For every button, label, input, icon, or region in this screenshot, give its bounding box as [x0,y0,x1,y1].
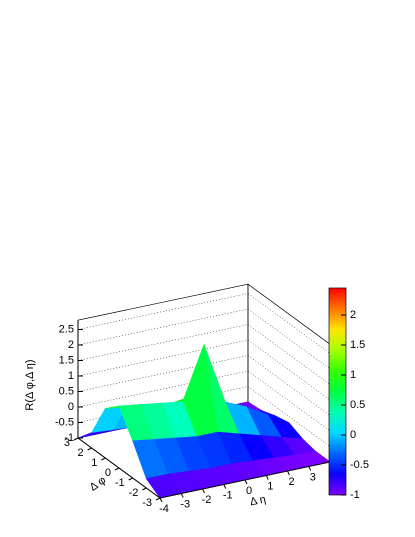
colorbar-tick-label: 0 [350,429,356,441]
z-tick-label: -0.5 [55,416,74,428]
x-tick [180,493,184,498]
colorbar-tick-label: -1 [350,489,360,501]
y-tick-label: 0 [105,467,111,479]
y-tick [128,477,133,481]
grid-line [77,308,331,370]
y-tick-label: -1 [115,477,125,489]
z-tick-label: 2.5 [59,323,74,335]
colorbar-tick-label: 1.5 [350,339,365,351]
z-tick-label: 0 [68,401,74,413]
x-tick-label: -4 [159,503,169,515]
x-tick-label: 3 [310,471,316,483]
colorbar-tick-label: 2 [350,309,356,321]
x-tick-label: 0 [246,485,252,497]
grid-line [77,339,331,401]
x-tick [202,488,205,494]
grid-line [77,370,331,432]
x-tick [244,479,248,485]
y-tick-label: -3 [142,497,152,509]
grid-line [77,293,331,354]
x-tick [265,475,269,480]
x-tick [308,466,312,471]
y-tick-label: 3 [64,437,70,449]
z-tick-label: 2 [68,339,74,351]
x-tick [223,484,227,489]
z-tick-label: -1 [64,432,74,444]
x-tick-label: 1 [267,480,273,492]
z-axis-label: R(Δ φ,Δ η) [24,359,36,410]
y-tick-label: 1 [91,457,97,469]
y-tick [73,437,79,441]
x-tick-label: 2 [288,476,294,488]
z-tick-label: 1.5 [59,354,74,366]
z-tick-label: 0.5 [59,385,74,397]
y-tick [155,497,161,501]
x-tick-label: -2 [202,494,212,506]
x-tick-label: -1 [223,489,233,501]
grid-line [77,355,331,416]
y-tick-label: -2 [129,487,139,499]
colorbar [328,287,347,496]
x-tick [287,470,290,476]
colorbar-tick-label: 0.5 [350,399,365,411]
grid-line [77,324,331,385]
y-tick-label: 2 [78,447,84,459]
y-tick [114,467,120,471]
z-tick-label: 1 [68,370,74,382]
x-axis-label: Δ η [249,493,267,508]
colorbar-tick-label: -0.5 [350,459,369,471]
x-tick-label: -3 [180,498,190,510]
y-tick [87,447,92,451]
colorbar-tick-label: 1 [350,369,356,381]
x-tick [159,497,163,503]
y-tick [101,457,106,461]
y-tick [142,487,147,491]
